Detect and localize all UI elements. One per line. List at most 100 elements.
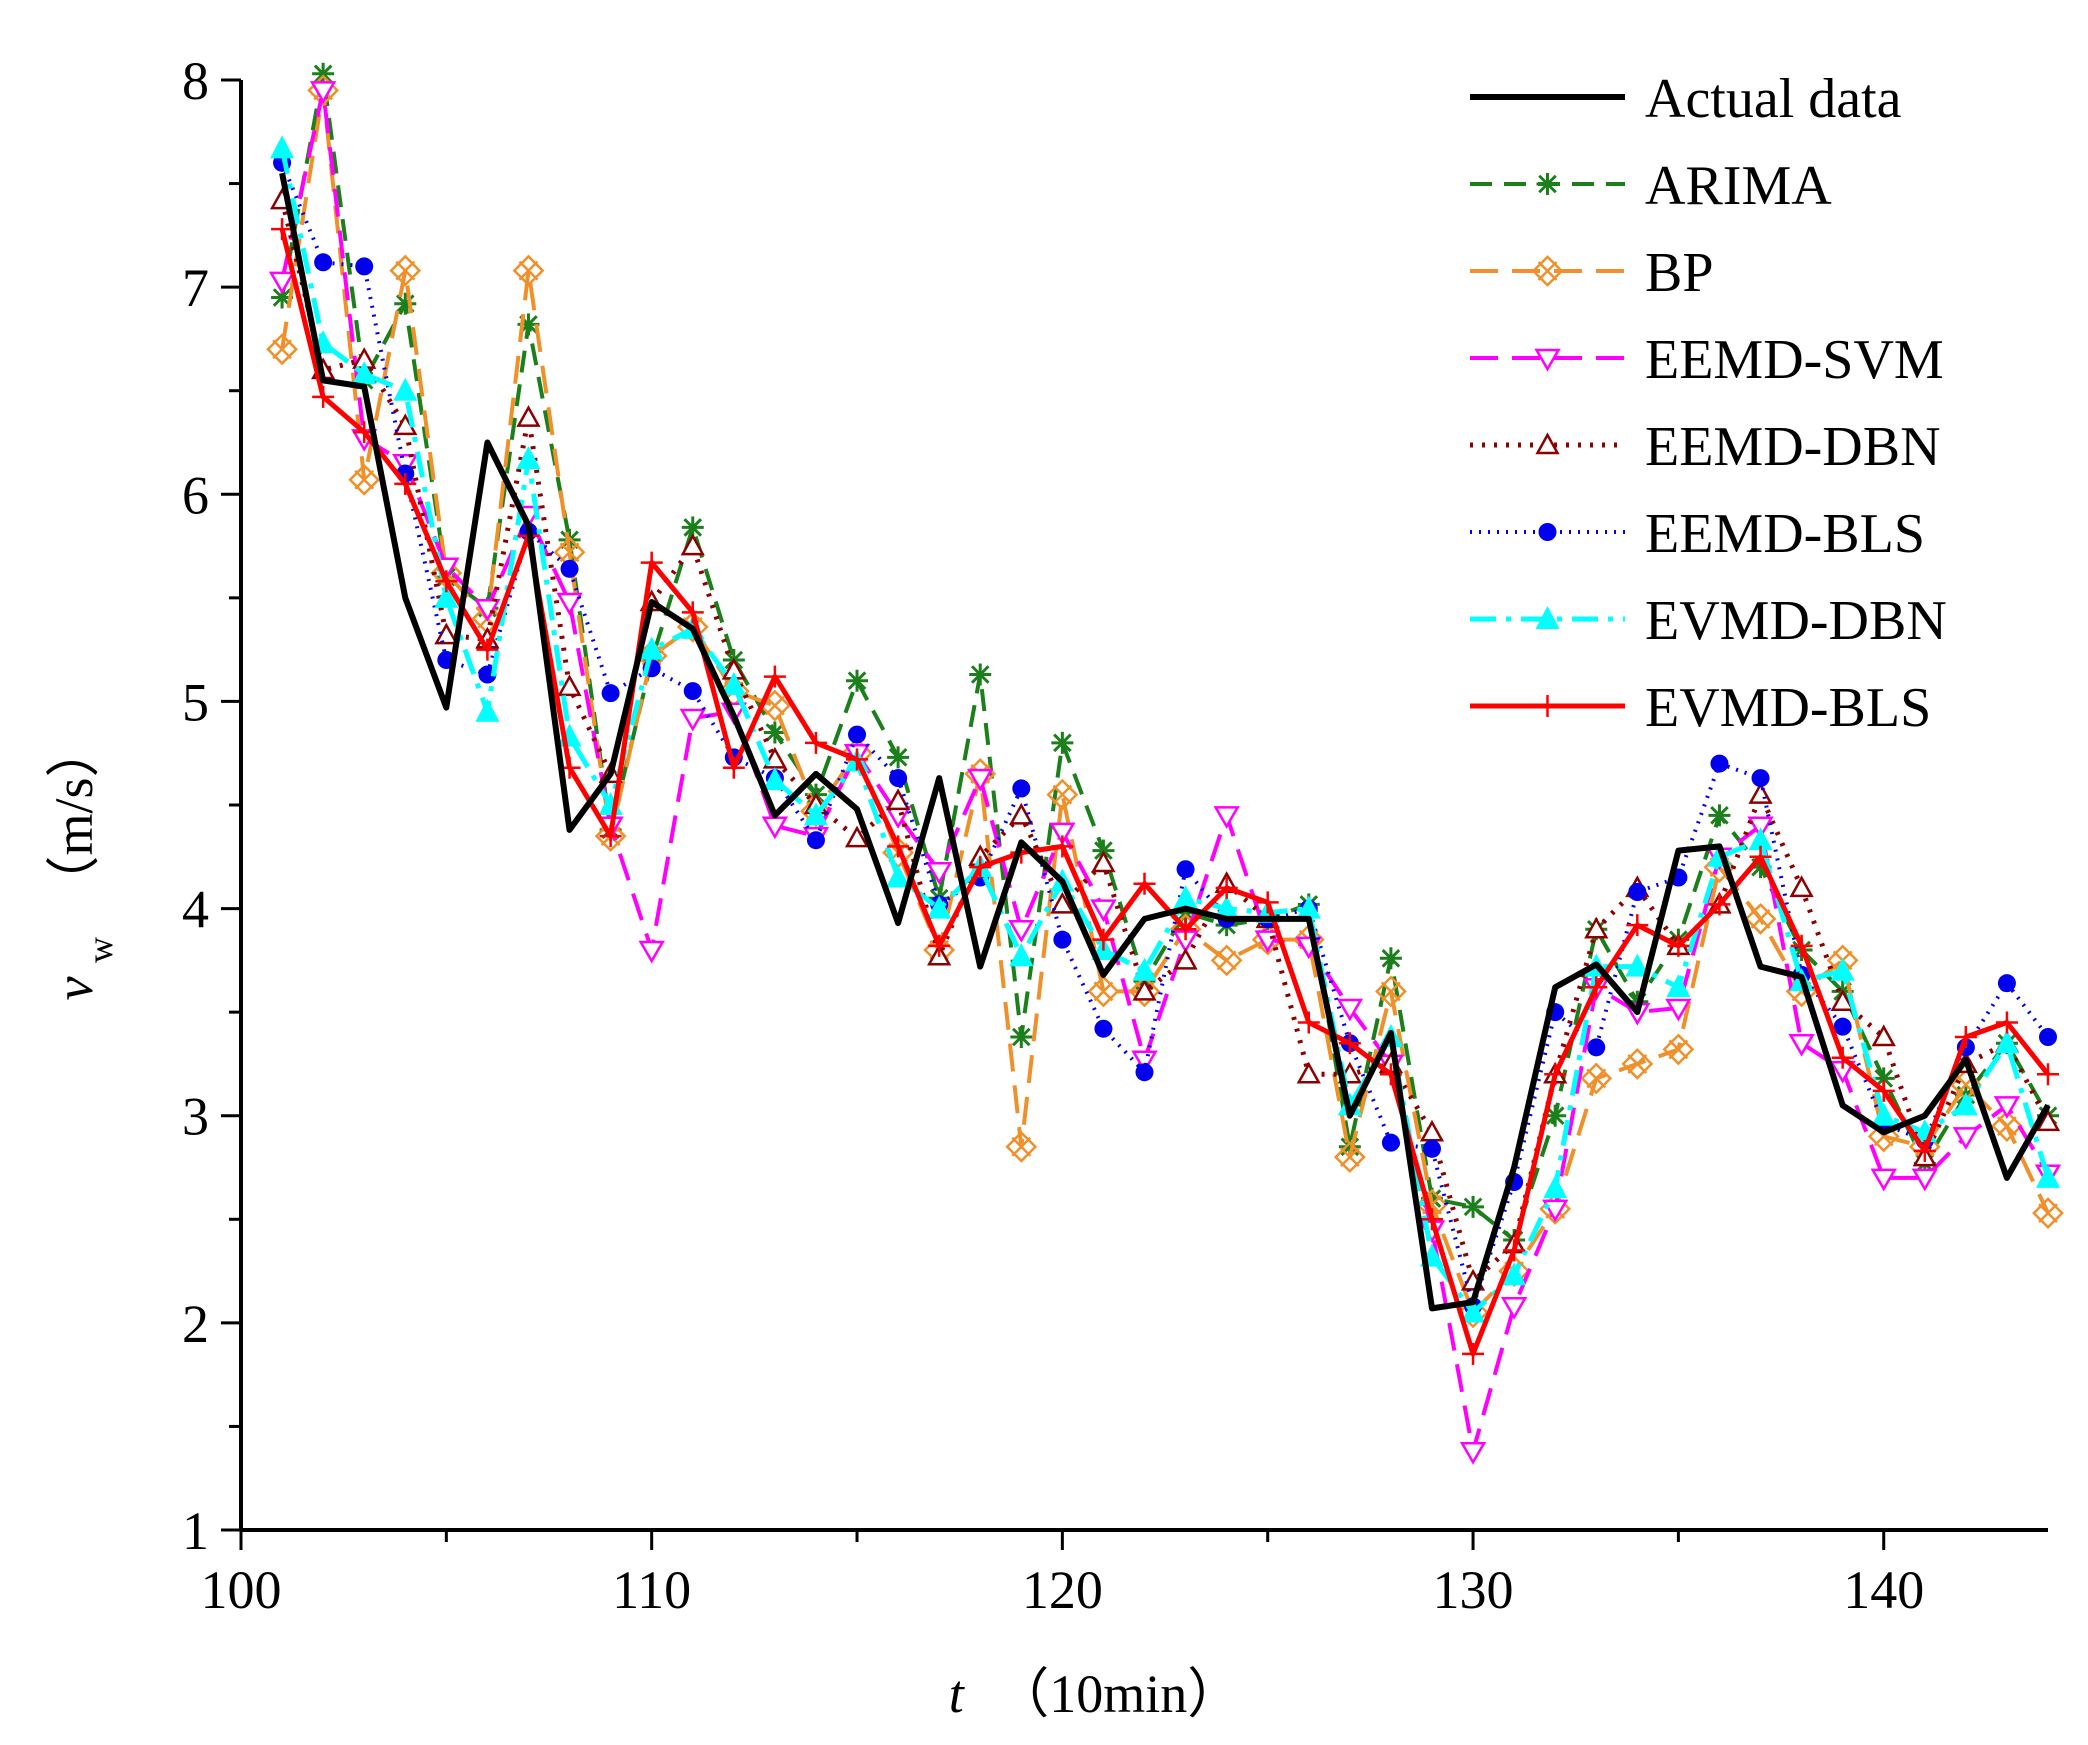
y-tick-label: 4 bbox=[182, 880, 209, 940]
series-line-evmd-bls bbox=[282, 229, 2048, 1354]
data-point bbox=[889, 769, 907, 787]
y-tick-label: 6 bbox=[182, 465, 209, 525]
data-point bbox=[1587, 1038, 1605, 1056]
data-point bbox=[518, 408, 538, 426]
data-point bbox=[846, 670, 868, 692]
y-axis-variable: v bbox=[44, 977, 104, 1001]
data-point bbox=[848, 726, 866, 744]
x-tick-label: 120 bbox=[1022, 1560, 1103, 1620]
data-point bbox=[1628, 883, 1646, 901]
data-point bbox=[1299, 1064, 1319, 1082]
legend-item-eemd-svm: EEMD-SVM bbox=[1470, 329, 1944, 391]
x-tick-label: 100 bbox=[201, 1560, 282, 1620]
data-point bbox=[561, 560, 579, 578]
data-point bbox=[355, 257, 373, 275]
data-point bbox=[475, 699, 499, 722]
data-point bbox=[1094, 1020, 1112, 1038]
data-point bbox=[1708, 804, 1730, 826]
data-point bbox=[1177, 860, 1195, 878]
y-tick-label: 7 bbox=[182, 258, 209, 318]
data-point bbox=[1216, 807, 1238, 826]
series-line-eemd-svm bbox=[282, 90, 2048, 1451]
x-axis-title: t （10min） bbox=[949, 1664, 1242, 1724]
data-point bbox=[1053, 931, 1071, 949]
data-point bbox=[1834, 1018, 1852, 1036]
legend-item-bp: BP bbox=[1470, 242, 1714, 304]
data-point bbox=[1462, 1196, 1484, 1218]
x-tick-label: 110 bbox=[612, 1560, 691, 1620]
legend-item-evmd-dbn: EVMD-DBN bbox=[1470, 590, 1947, 652]
data-point bbox=[1582, 1064, 1610, 1092]
line-chart: 100 110 120 130 14012345678 Actual dataARIMA… bbox=[0, 0, 2088, 1740]
data-point bbox=[1012, 779, 1030, 797]
legend-label: EVMD-DBN bbox=[1645, 590, 1947, 652]
data-point bbox=[1462, 1443, 1484, 1462]
data-point bbox=[1998, 974, 2016, 992]
data-point bbox=[1503, 1298, 1525, 1317]
legend-label: EEMD-DBN bbox=[1645, 416, 1941, 478]
data-point bbox=[805, 732, 827, 754]
legend-label: EVMD-BLS bbox=[1645, 677, 1931, 739]
data-point bbox=[1623, 1050, 1651, 1078]
legend-item-actual-data: Actual data bbox=[1470, 68, 1902, 130]
data-point bbox=[1298, 1012, 1320, 1034]
x-axis-variable: t bbox=[949, 1664, 966, 1724]
data-point bbox=[1382, 1134, 1400, 1152]
legend-item-eemd-dbn: EEMD-DBN bbox=[1470, 416, 1941, 478]
chart-figure: 100 110 120 130 140 1 2 3 4 5 6 7 8 Actual data ARIMA… bbox=[0, 0, 2088, 1740]
y-tick-label: 5 bbox=[182, 672, 209, 732]
y-tick-label: 2 bbox=[182, 1294, 209, 1354]
data-point bbox=[888, 791, 908, 809]
data-point bbox=[393, 378, 417, 401]
data-point bbox=[1664, 1035, 1692, 1063]
series-arima bbox=[271, 63, 2059, 1251]
data-point bbox=[1422, 1122, 1442, 1140]
data-point bbox=[1791, 1035, 1813, 1054]
data-point bbox=[1010, 1026, 1032, 1048]
data-point bbox=[1380, 947, 1402, 969]
data-point bbox=[887, 746, 909, 768]
data-point bbox=[2034, 1199, 2062, 1227]
data-point bbox=[2039, 1028, 2057, 1046]
data-point bbox=[1423, 1140, 1441, 1158]
x-tick-label: 130 bbox=[1433, 1560, 1514, 1620]
y-tick-label: 3 bbox=[182, 1087, 209, 1147]
legend-item-evmd-bls: EVMD-BLS bbox=[1470, 677, 1931, 739]
data-point bbox=[969, 664, 991, 686]
data-point bbox=[1503, 1239, 1525, 1261]
data-point bbox=[314, 253, 332, 271]
data-point bbox=[1089, 977, 1117, 1005]
series-eemd-svm bbox=[271, 82, 2059, 1462]
legend-label: ARIMA bbox=[1645, 155, 1832, 217]
legend-label: BP bbox=[1645, 242, 1714, 304]
data-point bbox=[1462, 1343, 1484, 1365]
legend-label: Actual data bbox=[1645, 68, 1902, 130]
data-point bbox=[1136, 1063, 1154, 1081]
legend: Actual data ARIMA BP EEMD-SVM EEMD-DBN EEMD-B… bbox=[1470, 68, 1947, 739]
y-axis-title: v w （m/s） bbox=[44, 724, 120, 1001]
data-point bbox=[436, 625, 456, 643]
data-point bbox=[1133, 958, 1157, 981]
series-group bbox=[268, 63, 2062, 1463]
x-axis-unit: （10min） bbox=[995, 1664, 1241, 1724]
y-tick-label: 1 bbox=[182, 1501, 209, 1561]
data-point bbox=[270, 135, 294, 158]
legend-item-eemd-bls: EEMD-BLS bbox=[1470, 503, 1925, 565]
legend-marker bbox=[1537, 695, 1559, 717]
legend-label: EEMD-SVM bbox=[1645, 329, 1944, 391]
data-point bbox=[1955, 1128, 1977, 1147]
y-axis-unit: （m/s） bbox=[44, 724, 104, 910]
data-point bbox=[1174, 885, 1198, 908]
data-point bbox=[1752, 769, 1770, 787]
data-point bbox=[560, 677, 580, 695]
data-point bbox=[1874, 1027, 1894, 1045]
data-point bbox=[1751, 785, 1771, 803]
y-tick-label: 8 bbox=[182, 51, 209, 111]
y-axis-subscript: w bbox=[80, 937, 120, 963]
axes: 100 110 120 130 140 1 2 3 4 5 6 7 8 bbox=[182, 51, 2048, 1620]
legend-item-arima: ARIMA bbox=[1470, 155, 1832, 217]
data-point bbox=[641, 942, 663, 961]
data-point bbox=[559, 594, 581, 613]
legend-marker bbox=[1537, 173, 1559, 195]
data-point bbox=[684, 682, 702, 700]
